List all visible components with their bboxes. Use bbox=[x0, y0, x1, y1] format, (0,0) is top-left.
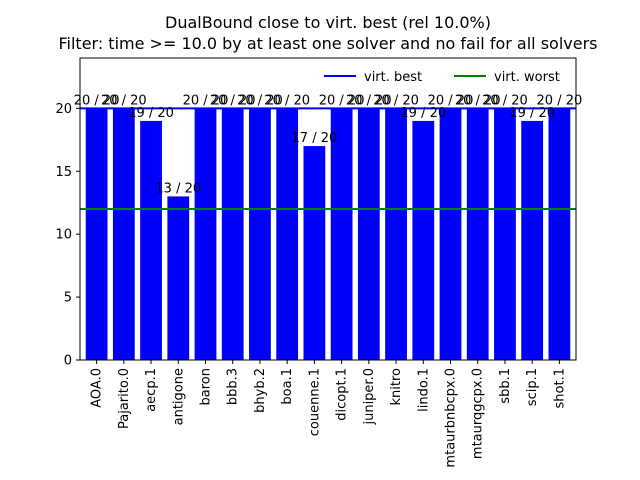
data-label-mtaurqgcpx.0: 20 / 20 bbox=[455, 93, 501, 108]
bars-group bbox=[85, 108, 571, 360]
x-tick-label-juniper.0: juniper.0 bbox=[362, 368, 377, 426]
x-tick-label-Pajarito.0: Pajarito.0 bbox=[117, 368, 132, 429]
bar-knitro bbox=[385, 108, 407, 360]
x-tick-label-mtaurqgcpx.0: mtaurqgcpx.0 bbox=[471, 368, 486, 459]
bar-boa.1 bbox=[276, 108, 299, 360]
chart-title: DualBound close to virt. best (rel 10.0%… bbox=[165, 13, 491, 32]
bar-bhyb.2 bbox=[249, 108, 271, 360]
data-label-couenne.1: 17 / 20 bbox=[292, 131, 338, 146]
x-tick-label-shot.1: shot.1 bbox=[552, 368, 567, 408]
data-label-antigone: 13 / 20 bbox=[155, 181, 201, 196]
bar-couenne.1 bbox=[303, 146, 326, 360]
x-tick-label-bbb.3: bbb.3 bbox=[226, 368, 241, 405]
data-label-sbb.1: 20 / 20 bbox=[482, 93, 528, 108]
legend-label-virt-worst: virt. worst bbox=[494, 70, 560, 85]
bar-juniper.0 bbox=[357, 108, 380, 360]
legend-label-virt-best: virt. best bbox=[364, 70, 422, 85]
x-axis: AOA.0 Pajarito.0 aecp.1 antigone baron bbb.3 b… bbox=[90, 360, 567, 468]
bar-AOA.0 bbox=[85, 108, 108, 360]
data-label-baron: 20 / 20 bbox=[183, 93, 229, 108]
data-label-shot.1: 20 / 20 bbox=[537, 93, 583, 108]
bar-aecp.1 bbox=[140, 120, 162, 360]
data-label-mtaurbnbcpx.0: 20 / 20 bbox=[428, 93, 474, 108]
data-label-scip.1: 19 / 20 bbox=[509, 106, 555, 121]
data-label-dicopt.1: 20 / 20 bbox=[319, 93, 365, 108]
data-label-boa.1: 20 / 20 bbox=[264, 93, 310, 108]
data-label-Pajarito.0: 20 / 20 bbox=[101, 93, 147, 108]
x-tick-label-sbb.1: sbb.1 bbox=[498, 368, 513, 404]
bar-lindo.1 bbox=[412, 120, 435, 360]
x-tick-label-bhyb.2: bhyb.2 bbox=[253, 368, 268, 413]
x-tick-label-dicopt.1: dicopt.1 bbox=[335, 368, 350, 421]
y-tick-label-0: 0 bbox=[64, 354, 72, 369]
chart-subtitle: Filter: time >= 10.0 by at least one sol… bbox=[58, 34, 597, 53]
data-label-bbb.3: 20 / 20 bbox=[210, 93, 256, 108]
y-tick-label-20: 20 bbox=[55, 102, 72, 117]
data-label-knitro: 20 / 20 bbox=[373, 93, 419, 108]
data-label-juniper.0: 20 / 20 bbox=[346, 93, 392, 108]
bar-mtaurbnbcpx.0 bbox=[439, 108, 462, 360]
x-tick-label-antigone: antigone bbox=[171, 368, 186, 425]
reference-lines bbox=[80, 107, 576, 210]
bar-antigone bbox=[167, 196, 190, 360]
bar-baron bbox=[194, 108, 217, 360]
x-tick-label-scip.1: scip.1 bbox=[525, 368, 540, 406]
bar-Pajarito.0 bbox=[112, 108, 135, 360]
data-label-aecp.1: 19 / 20 bbox=[128, 106, 174, 121]
data-label-AOA.0: 20 / 20 bbox=[74, 93, 120, 108]
x-tick-label-AOA.0: AOA.0 bbox=[90, 368, 105, 408]
x-tick-label-lindo.1: lindo.1 bbox=[416, 368, 431, 412]
x-tick-label-baron: baron bbox=[199, 368, 214, 405]
data-label-bhyb.2: 20 / 20 bbox=[237, 93, 283, 108]
x-tick-label-aecp.1: aecp.1 bbox=[144, 368, 159, 412]
bar-dicopt.1 bbox=[330, 108, 353, 360]
data-label-lindo.1: 19 / 20 bbox=[400, 106, 446, 121]
y-axis: 0 5 10 15 20 bbox=[55, 102, 80, 369]
plot-frame bbox=[79, 57, 577, 361]
x-tick-label-knitro: knitro bbox=[389, 368, 404, 406]
x-tick-label-mtaurbnbcpx.0: mtaurbnbcpx.0 bbox=[444, 368, 459, 468]
bar-sbb.1 bbox=[494, 108, 516, 360]
bar-scip.1 bbox=[521, 120, 544, 360]
y-tick-label-10: 10 bbox=[55, 228, 72, 243]
bar-mtaurqgcpx.0 bbox=[466, 108, 489, 360]
bar-shot.1 bbox=[548, 108, 571, 360]
legend: virt. best virt. worst bbox=[324, 70, 560, 85]
bar-bbb.3 bbox=[221, 108, 244, 360]
y-tick-label-5: 5 bbox=[64, 291, 72, 306]
x-tick-label-couenne.1: couenne.1 bbox=[307, 368, 322, 436]
x-tick-label-boa.1: boa.1 bbox=[280, 368, 295, 405]
y-tick-label-15: 15 bbox=[55, 165, 72, 180]
